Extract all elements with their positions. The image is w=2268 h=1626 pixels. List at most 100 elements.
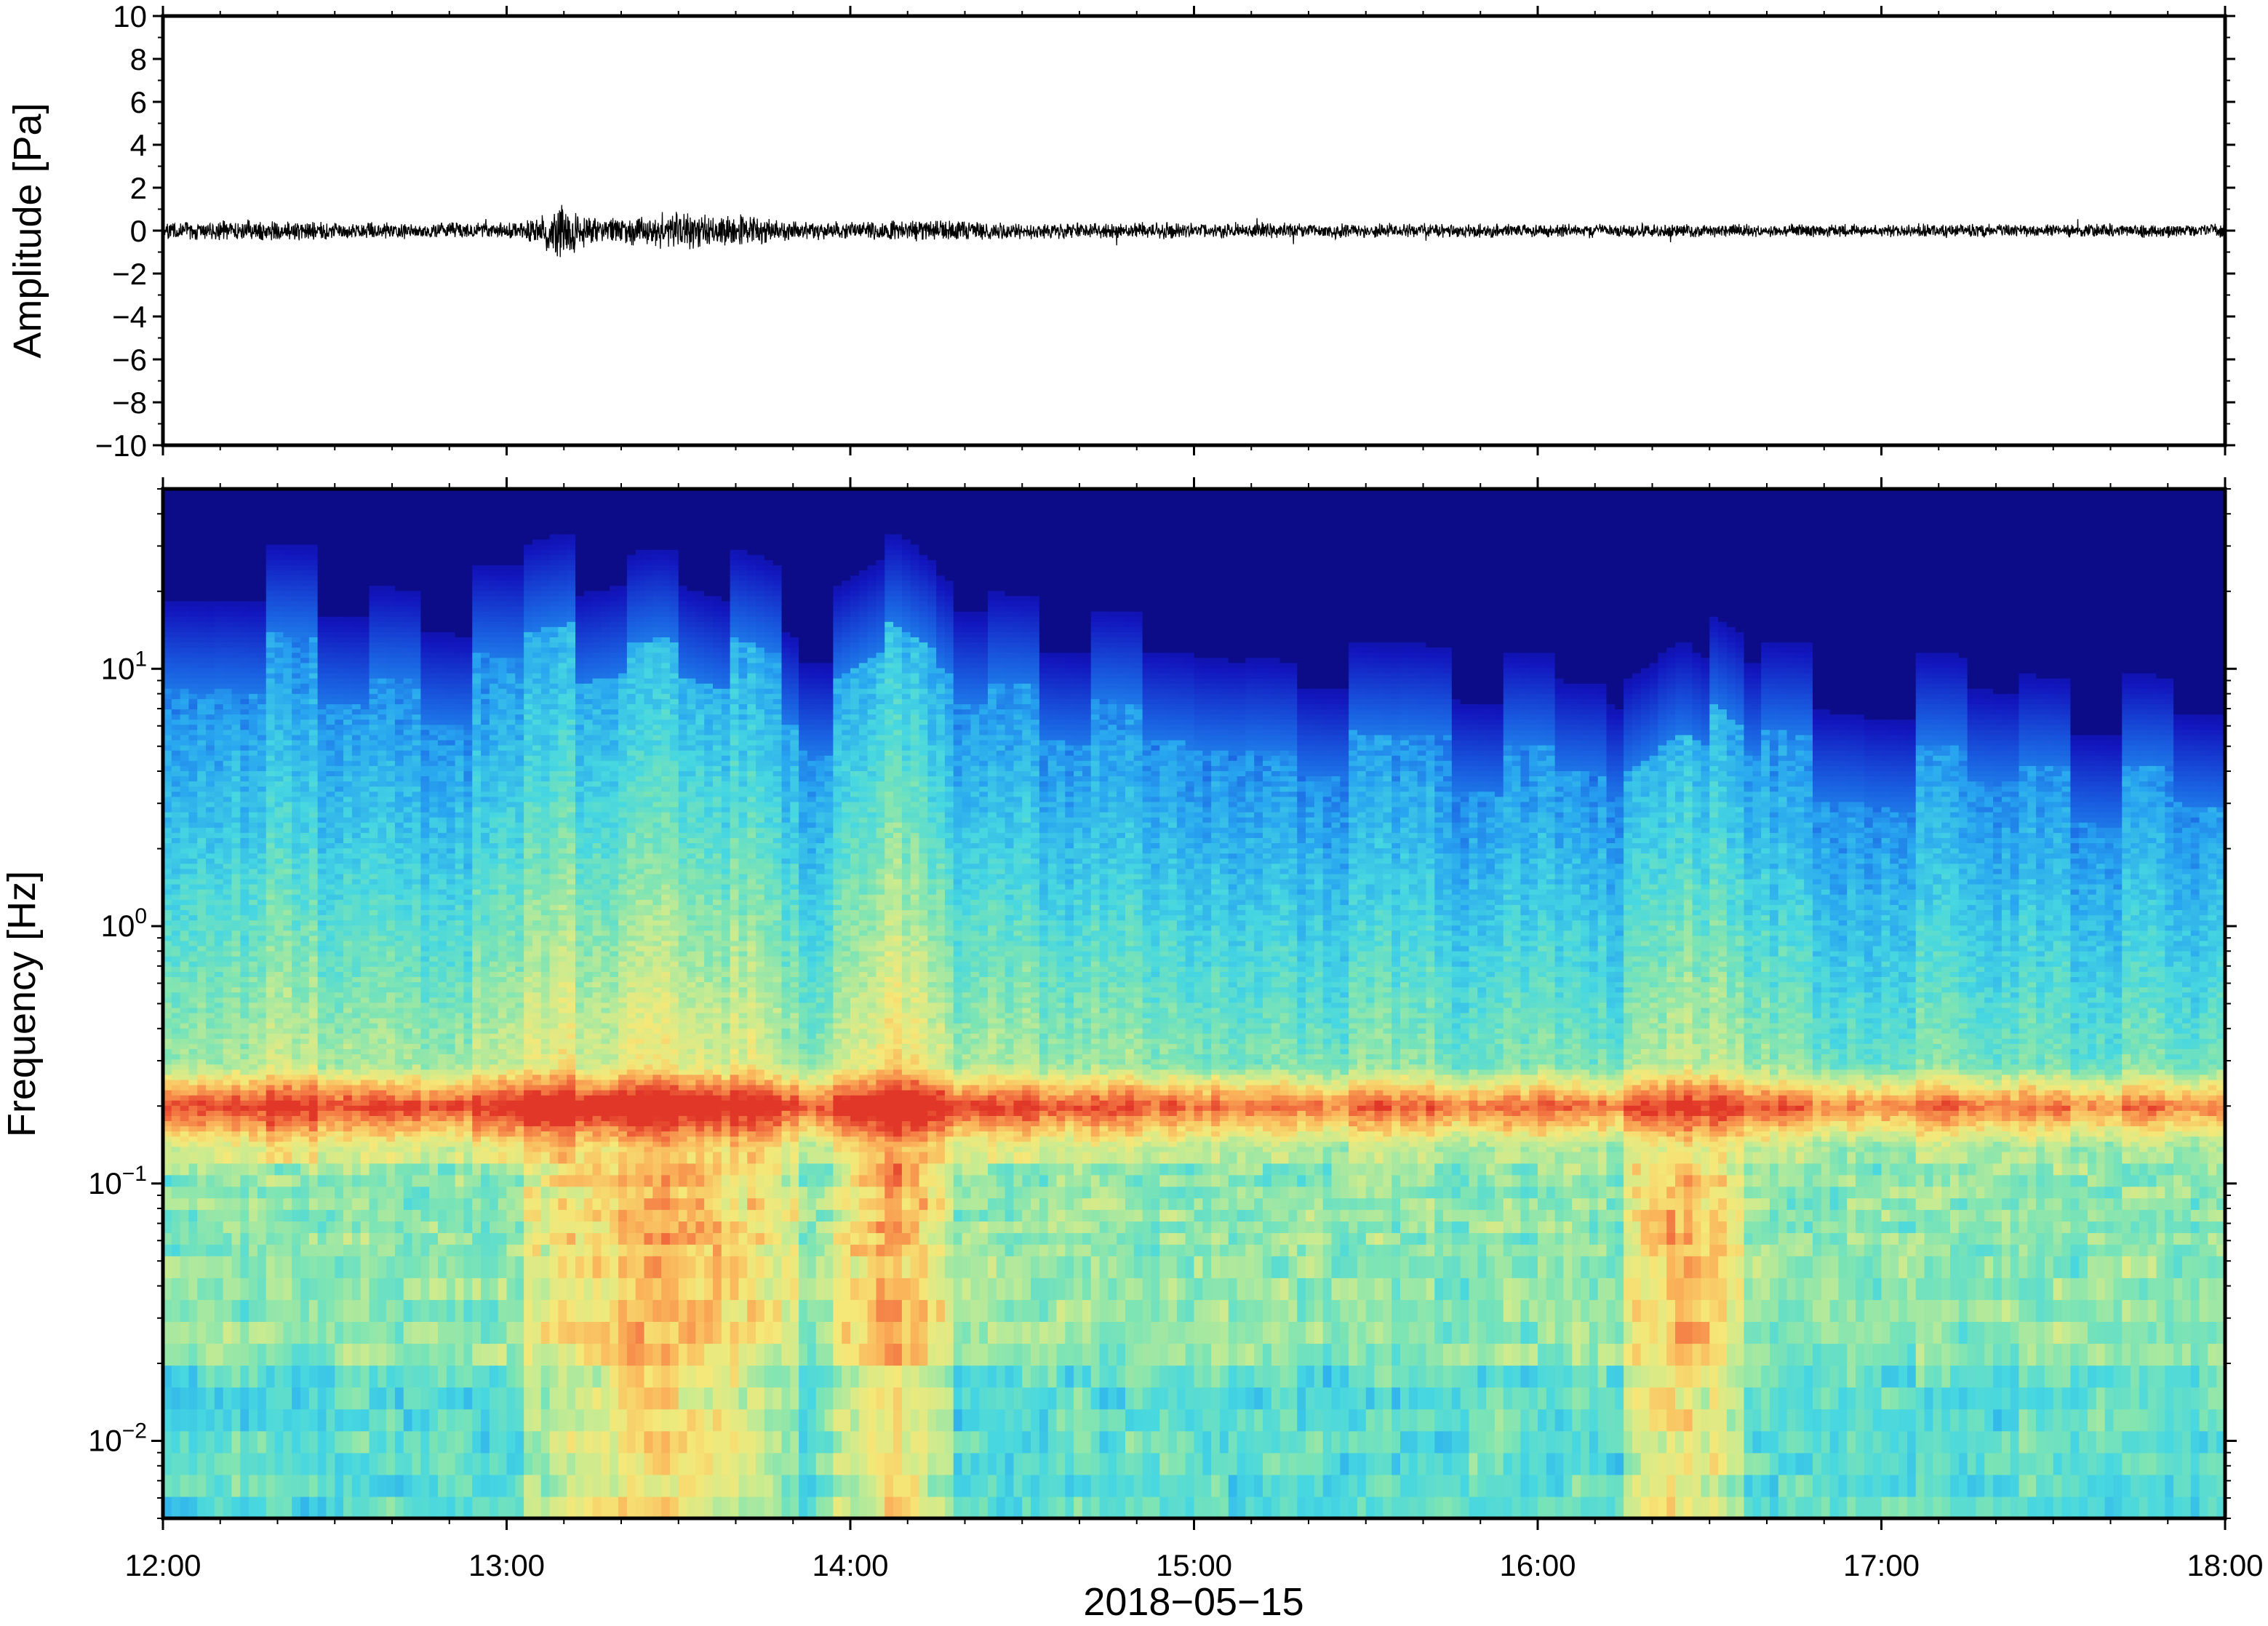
spectrogram-cell	[292, 1080, 300, 1085]
spectrogram-cell	[188, 889, 197, 895]
spectrogram-cell	[197, 565, 206, 570]
spectrogram-cell	[266, 812, 275, 818]
spectrogram-cell	[343, 786, 352, 792]
spectrogram-cell	[283, 514, 292, 519]
spectrogram-cell	[326, 740, 335, 746]
spectrogram-cell	[215, 792, 223, 797]
spectrogram-cell	[283, 709, 292, 714]
spectrogram-cell	[172, 539, 180, 545]
spectrogram-cell	[361, 1175, 370, 1187]
spectrogram-cell	[318, 812, 327, 818]
spectrogram-cell	[292, 1221, 300, 1233]
spectrogram-cell	[240, 770, 249, 776]
spectrogram-cell	[223, 848, 232, 853]
spectrogram-cell	[352, 1126, 361, 1132]
spectrogram-cell	[292, 673, 300, 679]
spectrogram-cell	[300, 1075, 309, 1080]
spectrogram-cell	[232, 1075, 241, 1080]
spectrogram-cell	[249, 714, 257, 720]
spectrogram-cell	[266, 1244, 275, 1256]
spectrogram-cell	[343, 1163, 352, 1176]
spectrogram-cell	[361, 658, 370, 663]
spectrogram-cell	[188, 992, 197, 998]
spectrogram-cell	[275, 904, 284, 910]
spectrogram-cell	[215, 1038, 223, 1044]
spectrogram-cell	[352, 1198, 361, 1211]
spectrogram-cell	[300, 524, 309, 530]
spectrogram-cell	[197, 1033, 206, 1039]
spectrogram-cell	[188, 493, 197, 498]
spectrogram-cell	[335, 936, 343, 941]
spectrogram-cell	[275, 1221, 284, 1233]
spectrogram-cell	[215, 539, 223, 545]
spectrogram-cell	[206, 909, 215, 915]
spectrogram-cell	[223, 920, 232, 926]
spectrogram-cell	[361, 1299, 370, 1322]
spectrogram-cell	[370, 1175, 378, 1187]
spectrogram-cell	[206, 750, 215, 756]
spectrogram-cell	[180, 606, 189, 612]
spectrogram-cell	[249, 586, 257, 591]
spectrogram-cell	[266, 786, 275, 792]
spectrogram-cell	[197, 1085, 206, 1091]
spectrogram-cell	[249, 509, 257, 514]
spectrogram-cell	[352, 1120, 361, 1126]
spectrogram-cell	[283, 524, 292, 530]
spectrogram-cell	[266, 941, 275, 946]
spectrogram-cell	[300, 997, 309, 1003]
spectrogram-cell	[257, 765, 266, 771]
spectrogram-cell	[343, 930, 352, 936]
spectrogram-cell	[240, 1198, 249, 1211]
spectrogram-cell	[249, 869, 257, 874]
spectrogram-cell	[266, 554, 275, 560]
spectrogram-cell	[240, 1064, 249, 1070]
spectrogram-cell	[292, 688, 300, 694]
spectrogram-cell	[172, 894, 180, 900]
spectrogram-cell	[300, 698, 309, 704]
spectrogram-cell	[180, 601, 189, 607]
spectrogram-cell	[240, 909, 249, 915]
spectrogram-cell	[257, 498, 266, 503]
spectrogram-cell	[257, 1085, 266, 1091]
spectrogram-cell	[326, 1069, 335, 1075]
spectrogram-cell	[172, 565, 180, 570]
spectrogram-cell	[197, 1064, 206, 1070]
spectrogram-cell	[275, 1110, 284, 1116]
spectrogram-cell	[206, 858, 215, 864]
spectrogram-cell	[188, 549, 197, 555]
spectrogram-cell	[326, 745, 335, 751]
spectrogram-cell	[335, 1131, 343, 1137]
spectrogram-cell	[257, 653, 266, 658]
spectrogram-cell	[240, 920, 249, 926]
spectrogram-cell	[343, 653, 352, 658]
spectrogram-cell	[197, 1053, 206, 1059]
spectrogram-cell	[283, 688, 292, 694]
spectrogram-cell	[318, 637, 327, 642]
spectrogram-cell	[318, 740, 327, 746]
spectrogram-cell	[275, 827, 284, 833]
spectrogram-cell	[266, 770, 275, 776]
spectrogram-cell	[309, 1120, 318, 1126]
spectrogram-cell	[352, 570, 361, 575]
spectrogram-cell	[172, 559, 180, 565]
spectrogram-cell	[352, 776, 361, 781]
spectrogram-cell	[257, 956, 266, 962]
spectrogram-cell	[188, 631, 197, 637]
spectrogram-cell	[266, 899, 275, 905]
spectrogram-cell	[206, 498, 215, 503]
spectrogram-cell	[249, 693, 257, 699]
spectrogram-cell	[257, 832, 266, 838]
spectrogram-cell	[215, 1075, 223, 1080]
spectrogram-cell	[223, 745, 232, 751]
spectrogram-cell	[283, 503, 292, 509]
spectrogram-cell	[257, 1141, 266, 1147]
spectrogram-cell	[335, 755, 343, 761]
spectrogram-cell	[188, 611, 197, 617]
spectrogram-cell	[172, 842, 180, 848]
spectrogram-cell	[275, 976, 284, 982]
spectrogram-cell	[266, 745, 275, 751]
spectrogram-cell	[283, 637, 292, 642]
spectrogram-cell	[275, 683, 284, 689]
spectrogram-cell	[180, 1147, 189, 1152]
spectrogram-cell	[206, 709, 215, 714]
